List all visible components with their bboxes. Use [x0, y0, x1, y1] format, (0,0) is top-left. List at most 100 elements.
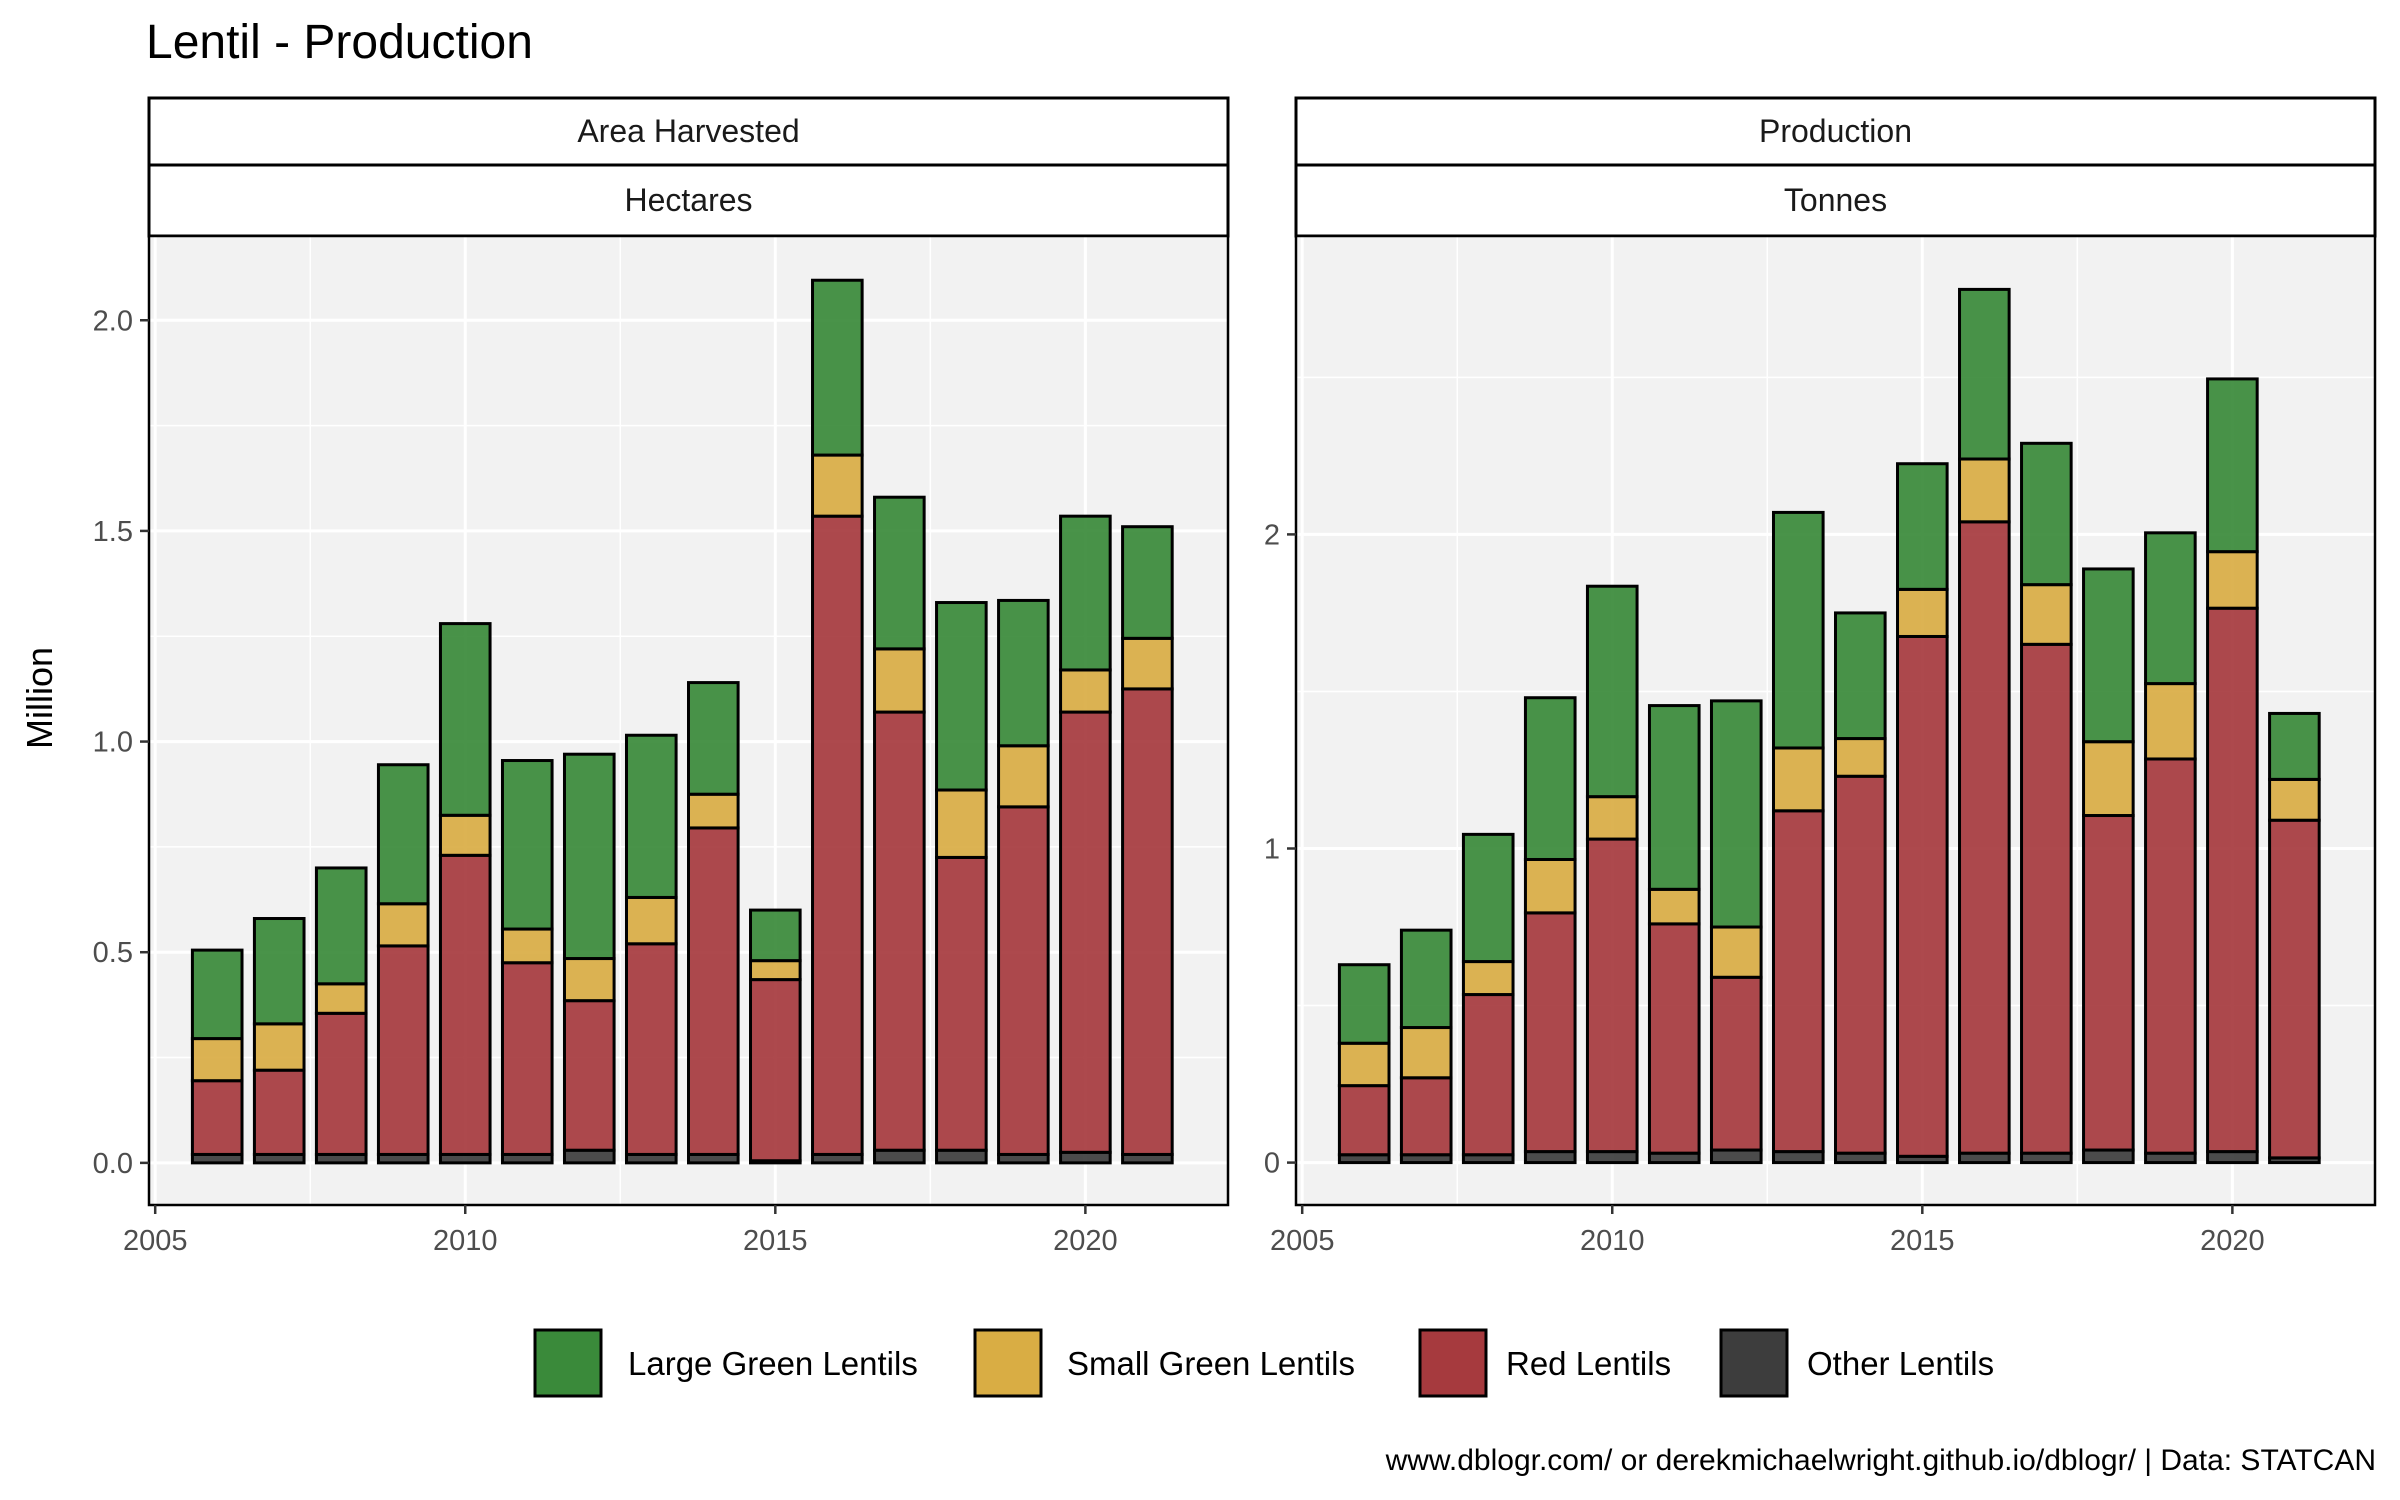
- bar-segment: [1709, 699, 1763, 929]
- bar-segment: [687, 792, 740, 830]
- bar-segment: [2268, 777, 2321, 822]
- bar-segment: [935, 788, 988, 859]
- bar-segment: [749, 978, 802, 1163]
- legend-swatch: [1418, 1328, 1488, 1398]
- chart-title: Lentil - Production: [146, 16, 533, 69]
- y-tick-label: 0.5: [93, 937, 133, 969]
- bar-segment: [1337, 1084, 1391, 1157]
- bar-segment: [2206, 377, 2259, 554]
- bar-segment: [873, 710, 926, 1152]
- bar-segment: [873, 647, 926, 714]
- bar-segment: [1059, 514, 1112, 672]
- legend-item: Red Lentils: [1418, 1328, 1671, 1398]
- bar-segment: [1399, 1076, 1453, 1157]
- x-tick-label: 2010: [433, 1225, 498, 1257]
- bar-segment: [1059, 668, 1112, 714]
- bar-segment: [1523, 1150, 1577, 1165]
- bar-segment: [1771, 746, 1825, 813]
- bar-segment: [1585, 1150, 1639, 1165]
- bar-segment: [2020, 642, 2073, 1155]
- facet-label-top: Area Harvested: [577, 113, 799, 149]
- bar-segment: [1958, 457, 2011, 524]
- bar-segment: [314, 982, 368, 1015]
- bar-segment: [562, 999, 616, 1152]
- y-tick-label: 0: [1264, 1148, 1280, 1180]
- x-tick-label: 2015: [743, 1225, 808, 1257]
- bar-segment: [873, 495, 926, 651]
- bar-segment: [500, 961, 554, 1156]
- panel-border: [147, 234, 1230, 1207]
- legend-item: Other Lentils: [1719, 1328, 1994, 1398]
- legend: Large Green Lentils Small Green Lentils Re…: [533, 1328, 1994, 1398]
- bar-segment: [314, 866, 368, 986]
- bar-segment: [2082, 740, 2135, 818]
- bar-segment: [997, 805, 1050, 1156]
- bar-segment: [376, 902, 430, 948]
- bar-segment: [314, 1011, 368, 1156]
- bar-segment: [1585, 584, 1639, 799]
- bar-segment: [811, 514, 864, 1156]
- bar-segment: [2020, 441, 2073, 587]
- x-tick-label: 2010: [1580, 1225, 1645, 1257]
- bar-segment: [252, 1022, 306, 1072]
- caption: www.dblogr.com/ or derekmichaelwright.gi…: [1385, 1444, 2376, 1477]
- legend-swatch: [1719, 1328, 1789, 1398]
- bar-segment: [811, 278, 864, 457]
- bar-segment: [1896, 462, 1949, 591]
- legend-label: Large Green Lentils: [628, 1345, 918, 1382]
- bar-segment: [749, 908, 802, 963]
- bar-segment: [624, 733, 678, 899]
- bar-segment: [2082, 567, 2135, 744]
- bar-segment: [438, 622, 492, 817]
- bar-segment: [811, 453, 864, 518]
- bar-segment: [252, 917, 306, 1026]
- bar-segment: [624, 942, 678, 1156]
- bar-segment: [1523, 911, 1577, 1154]
- bar-segment: [2144, 531, 2197, 686]
- facet-strip-bottom: [147, 163, 1230, 238]
- bar-segment: [1834, 774, 1887, 1155]
- bar-segment: [749, 959, 802, 982]
- y-tick-label: 2: [1264, 519, 1280, 551]
- bar-segment: [1834, 737, 1887, 778]
- legend-label: Small Green Lentils: [1067, 1345, 1355, 1382]
- legend-swatch: [533, 1328, 603, 1398]
- bar-segment: [2206, 606, 2259, 1154]
- bar-segment: [1461, 993, 1515, 1157]
- bar-segment: [1059, 710, 1112, 1154]
- bar-segment: [252, 1068, 306, 1156]
- bar-segment: [1647, 922, 1701, 1155]
- bar-segment: [1059, 1150, 1112, 1165]
- bar-segment: [1647, 704, 1701, 891]
- facet-strip-top: [147, 96, 1230, 167]
- bar-segment: [687, 681, 740, 796]
- legend-label: Other Lentils: [1807, 1345, 1994, 1382]
- facet-panels: Area Harvested Hectares 0.0 0.5 1.0 1.5 2.0 200…: [93, 96, 2377, 1257]
- bar-segment: [1709, 1148, 1763, 1165]
- bar-segment: [562, 752, 616, 961]
- bar-segment: [1337, 1041, 1391, 1088]
- bar-segment: [1461, 832, 1515, 964]
- bar-segment: [2206, 550, 2259, 610]
- bar-segment: [438, 853, 492, 1156]
- bar-segment: [2268, 711, 2321, 781]
- facet-label-bottom: Hectares: [624, 182, 752, 218]
- bar-segment: [1896, 634, 1949, 1158]
- bar-segment: [438, 813, 492, 857]
- bar-segment: [1585, 837, 1639, 1154]
- bar-segment: [1399, 928, 1453, 1030]
- facet-panel: Production Tonnes 0 1 2 2005 2010 2015 2020: [1264, 96, 2377, 1257]
- bar-segment: [1337, 963, 1391, 1045]
- bar-segment: [376, 944, 430, 1156]
- bar-segment: [935, 1148, 988, 1165]
- legend-label: Red Lentils: [1506, 1345, 1671, 1382]
- bar-segment: [190, 948, 244, 1041]
- y-tick-label: 1.5: [93, 516, 133, 548]
- legend-item: Small Green Lentils: [973, 1328, 1355, 1398]
- bar-segment: [500, 759, 554, 931]
- bar-segment: [1771, 809, 1825, 1154]
- x-tick-label: 2020: [1053, 1225, 1118, 1257]
- bar-segment: [1461, 960, 1515, 997]
- legend-item: Large Green Lentils: [533, 1328, 918, 1398]
